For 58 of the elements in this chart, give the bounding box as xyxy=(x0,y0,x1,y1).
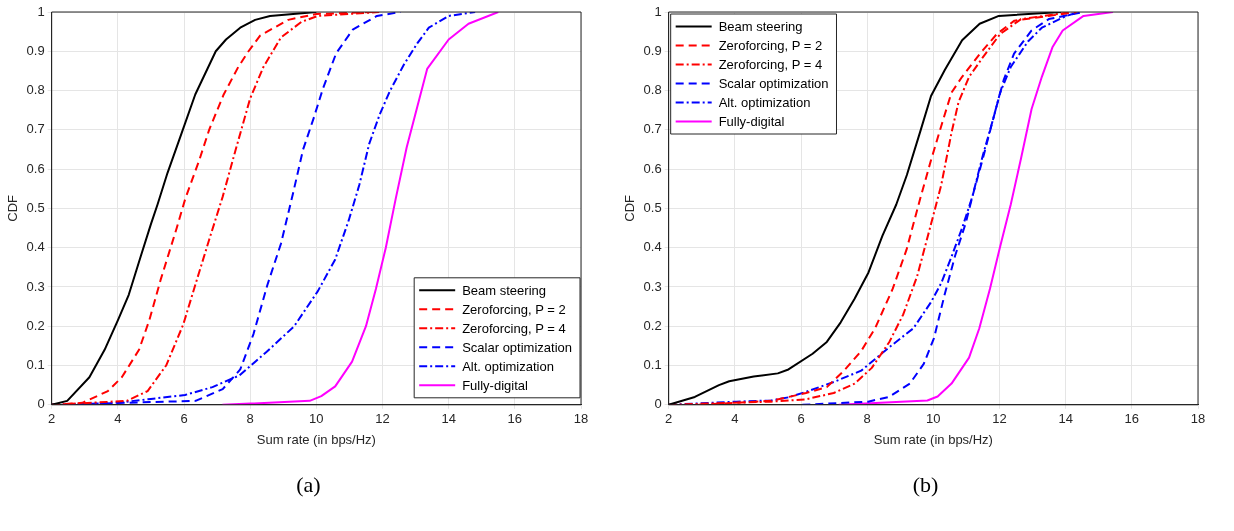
x-tick-label: 6 xyxy=(797,411,805,427)
y-tick-label: 0.7 xyxy=(26,121,45,137)
y-tick-label: 0.9 xyxy=(643,42,662,58)
x-tick-label: 6 xyxy=(180,411,188,427)
text: (b) xyxy=(911,472,940,498)
y-axis-title: CDF xyxy=(622,194,638,222)
x-tick-label: 8 xyxy=(863,411,871,427)
x-tick-label: 12 xyxy=(375,411,390,427)
y-tick-label: 0.5 xyxy=(643,199,662,215)
y-tick-label: 0 xyxy=(37,396,45,412)
y-tick-label: 0.2 xyxy=(643,317,662,333)
x-tick-label: 2 xyxy=(48,411,56,427)
y-tick-label: 0.3 xyxy=(26,278,45,294)
y-tick-label: 0.1 xyxy=(643,357,662,373)
legend-label: Zeroforcing, P = 2 xyxy=(462,301,566,317)
legend-label: Beam steering xyxy=(718,19,803,35)
y-tick-label: 0.6 xyxy=(643,160,662,176)
x-tick-label: 10 xyxy=(309,411,324,427)
y-tick-label: 1 xyxy=(654,3,662,19)
y-tick-label: 0.4 xyxy=(26,239,45,255)
y-axis-title: CDF xyxy=(5,194,21,222)
legend-label: Beam steering xyxy=(462,282,546,298)
x-tick-label: 16 xyxy=(1124,411,1140,427)
legend-label: Fully-digital xyxy=(462,377,529,393)
y-tick-label: 0.8 xyxy=(643,82,662,98)
y-tick-label: 0.9 xyxy=(26,42,45,58)
x-tick-label: 14 xyxy=(1058,411,1073,427)
x-tick-label: 8 xyxy=(246,411,254,427)
legend-label: Scalar optimization xyxy=(718,76,829,92)
legend-label: Zeroforcing, P = 4 xyxy=(462,320,566,336)
y-tick-label: 0.5 xyxy=(26,199,45,215)
y-tick-label: 0.2 xyxy=(26,317,45,333)
x-tick-label: 16 xyxy=(507,411,523,427)
legend-label: Zeroforcing, P = 4 xyxy=(718,57,823,73)
y-tick-label: 0.3 xyxy=(643,278,662,294)
legend-label: Zeroforcing, P = 2 xyxy=(718,38,823,54)
y-tick-label: 0.1 xyxy=(26,357,45,373)
legend-label: Scalar optimization xyxy=(462,339,572,355)
x-axis-title: Sum rate (in bps/Hz) xyxy=(873,431,993,447)
x-tick-label: 14 xyxy=(441,411,456,427)
legend-label: Fully-digital xyxy=(718,114,785,130)
y-tick-label: 0.7 xyxy=(643,121,662,137)
y-tick-label: 0.8 xyxy=(26,82,45,98)
y-tick-label: 0.6 xyxy=(26,160,45,176)
x-tick-label: 4 xyxy=(731,411,739,427)
x-tick-label: 4 xyxy=(114,411,122,427)
x-tick-label: 18 xyxy=(573,411,589,427)
x-tick-label: 10 xyxy=(926,411,941,427)
x-tick-label: 18 xyxy=(1190,411,1206,427)
x-tick-label: 12 xyxy=(992,411,1007,427)
text: (a) xyxy=(295,472,322,498)
legend-label: Alt. optimization xyxy=(718,95,811,111)
x-axis-title: Sum rate (in bps/Hz) xyxy=(256,431,376,447)
y-tick-label: 1 xyxy=(37,3,45,19)
legend-label: Alt. optimization xyxy=(462,358,554,374)
y-tick-label: 0 xyxy=(654,396,662,412)
y-tick-label: 0.4 xyxy=(643,239,662,255)
x-tick-label: 2 xyxy=(665,411,673,427)
